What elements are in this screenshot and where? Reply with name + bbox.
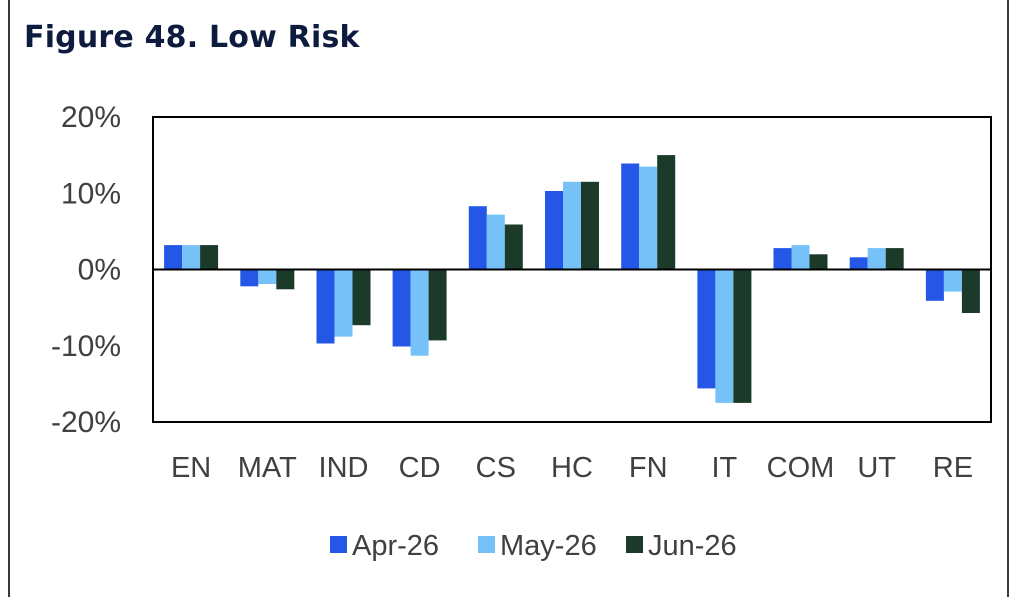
legend: Apr-26 May-26 Jun-26: [330, 530, 737, 562]
x-category-label: CD: [399, 452, 441, 484]
bar-cd-may-26: [410, 269, 429, 356]
bar-hc-jun-26: [581, 181, 599, 270]
left-frame-line: [8, 0, 10, 597]
bar-hc-may-26: [563, 181, 581, 270]
bar-mat-jun-26: [276, 269, 295, 290]
bars-group: [164, 155, 980, 403]
bar-en-apr-26: [164, 245, 183, 270]
bar-it-apr-26: [697, 269, 716, 389]
bar-ind-apr-26: [316, 269, 335, 344]
bar-it-jun-26: [733, 269, 752, 403]
bar-ut-apr-26: [849, 257, 868, 270]
legend-label-jun-26: Jun-26: [648, 530, 737, 562]
x-category-label: RE: [933, 452, 973, 484]
bar-hc-apr-26: [545, 191, 563, 270]
y-tick-label: -10%: [51, 330, 121, 363]
y-tick-label: 20%: [61, 101, 121, 134]
legend-label-may-26: May-26: [500, 530, 597, 562]
bar-cd-apr-26: [392, 269, 411, 347]
bar-re-apr-26: [925, 269, 944, 301]
figure-title: Figure 48. Low Risk: [24, 20, 360, 55]
bar-ut-jun-26: [885, 248, 904, 270]
y-axis-ticks: 20% 10% 0% -10% -20%: [51, 101, 121, 439]
legend-swatch-jun-26: [626, 536, 643, 553]
bar-ut-may-26: [867, 248, 886, 270]
legend-swatch-may-26: [478, 536, 495, 553]
bar-com-apr-26: [773, 248, 792, 270]
bar-ind-may-26: [334, 269, 353, 337]
x-category-label: FN: [629, 452, 668, 484]
x-category-label: MAT: [238, 452, 297, 484]
bar-ind-jun-26: [352, 269, 371, 326]
y-tick-label: 10%: [61, 177, 121, 210]
bar-com-jun-26: [809, 254, 828, 270]
bar-en-may-26: [182, 245, 201, 270]
x-category-label: IT: [712, 452, 738, 484]
x-axis-categories: EN MAT IND CD CS HC FN IT COM UT RE: [171, 452, 973, 484]
y-tick-label: 0%: [78, 254, 121, 287]
bar-mat-apr-26: [240, 269, 259, 287]
x-category-label: EN: [171, 452, 211, 484]
bar-re-may-26: [943, 269, 962, 292]
bar-fn-apr-26: [621, 163, 640, 270]
bar-fn-jun-26: [657, 155, 676, 270]
bar-com-may-26: [791, 245, 810, 270]
bar-cs-may-26: [486, 214, 505, 270]
legend-label-apr-26: Apr-26: [352, 530, 439, 562]
bar-cs-jun-26: [504, 224, 523, 270]
x-category-label: HC: [551, 452, 593, 484]
legend-swatch-apr-26: [330, 536, 347, 553]
right-frame-line: [1007, 0, 1009, 597]
y-tick-label: -20%: [51, 406, 121, 439]
plot-area-frame: [152, 116, 992, 423]
bar-fn-may-26: [639, 166, 658, 270]
bar-it-may-26: [715, 269, 734, 403]
bar-re-jun-26: [961, 269, 980, 313]
bar-en-jun-26: [200, 245, 219, 270]
x-category-label: CS: [476, 452, 516, 484]
x-category-label: UT: [857, 452, 896, 484]
x-category-label: IND: [319, 452, 369, 484]
bar-cs-apr-26: [468, 206, 487, 270]
bar-cd-jun-26: [428, 269, 447, 341]
bar-mat-may-26: [258, 269, 277, 284]
x-category-label: COM: [767, 452, 835, 484]
